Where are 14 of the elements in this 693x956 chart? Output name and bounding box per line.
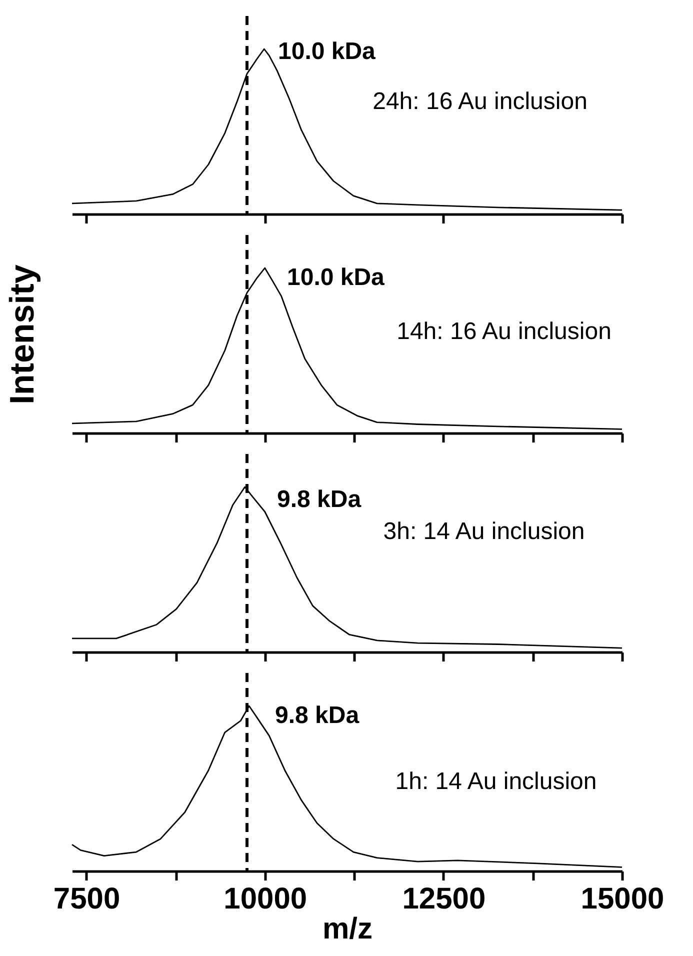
x-tick-label: 12500 (402, 882, 486, 916)
annotation: 1h: 14 Au inclusion (395, 768, 597, 795)
annotation: 3h: 14 Au inclusion (383, 518, 585, 545)
annotation: 10.0 kDa (287, 264, 386, 291)
x-tick-label: 10000 (224, 882, 308, 916)
x-axis-title: m/z (322, 912, 373, 946)
x-tick-label: 7500 (53, 882, 120, 916)
annotation: 24h: 16 Au inclusion (372, 88, 588, 115)
annotation: 14h: 16 Au inclusion (396, 318, 612, 345)
annotation: 10.0 kDa (278, 38, 376, 65)
annotation: 9.8 kDa (277, 486, 362, 513)
x-tick-label: 15000 (580, 882, 664, 916)
annotation: 9.8 kDa (275, 702, 360, 729)
y-axis-title: Intensity (4, 264, 42, 404)
